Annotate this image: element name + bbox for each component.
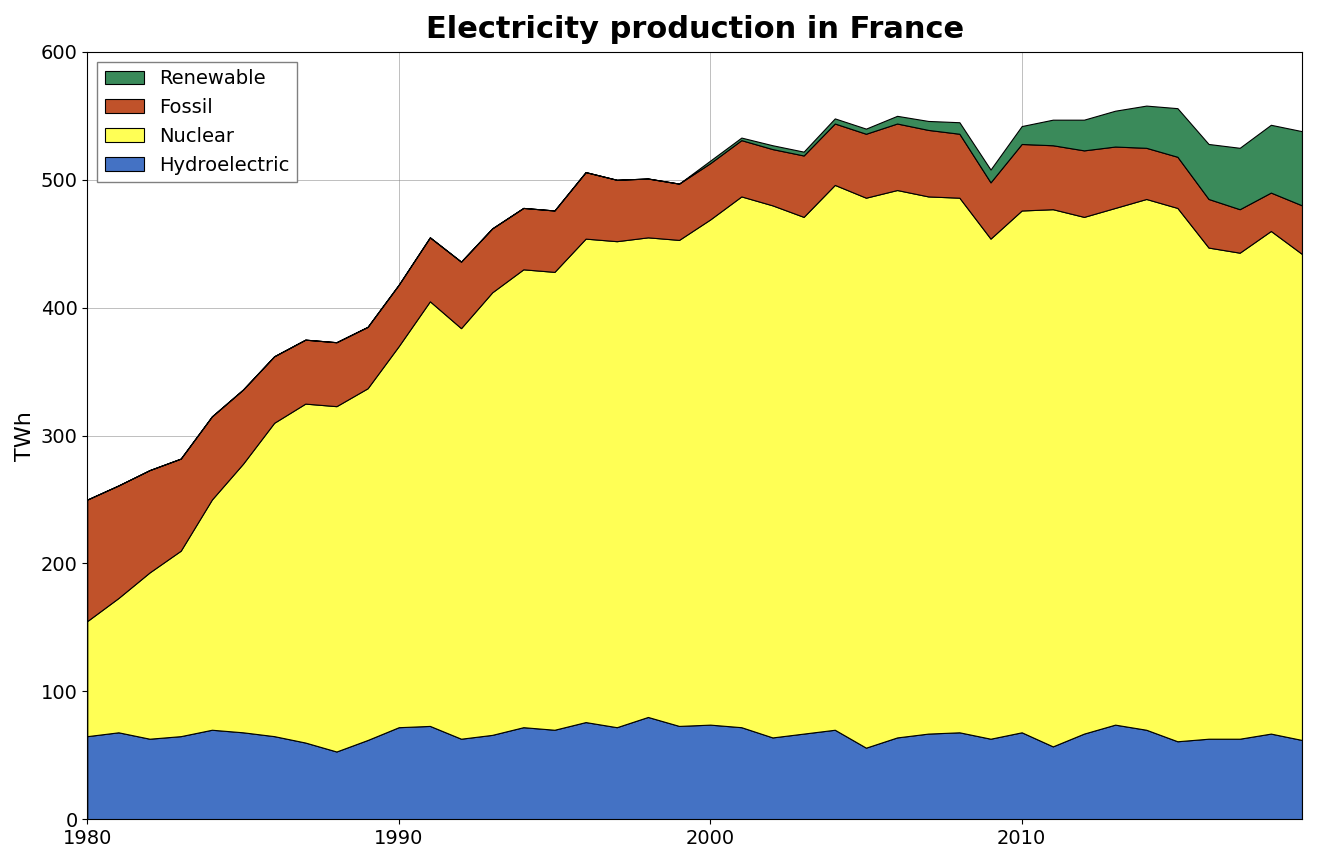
- Legend: Renewable, Fossil, Nuclear, Hydroelectric: Renewable, Fossil, Nuclear, Hydroelectri…: [97, 61, 298, 182]
- Title: Electricity production in France: Electricity production in France: [425, 15, 964, 44]
- Y-axis label: TWh: TWh: [14, 411, 36, 461]
